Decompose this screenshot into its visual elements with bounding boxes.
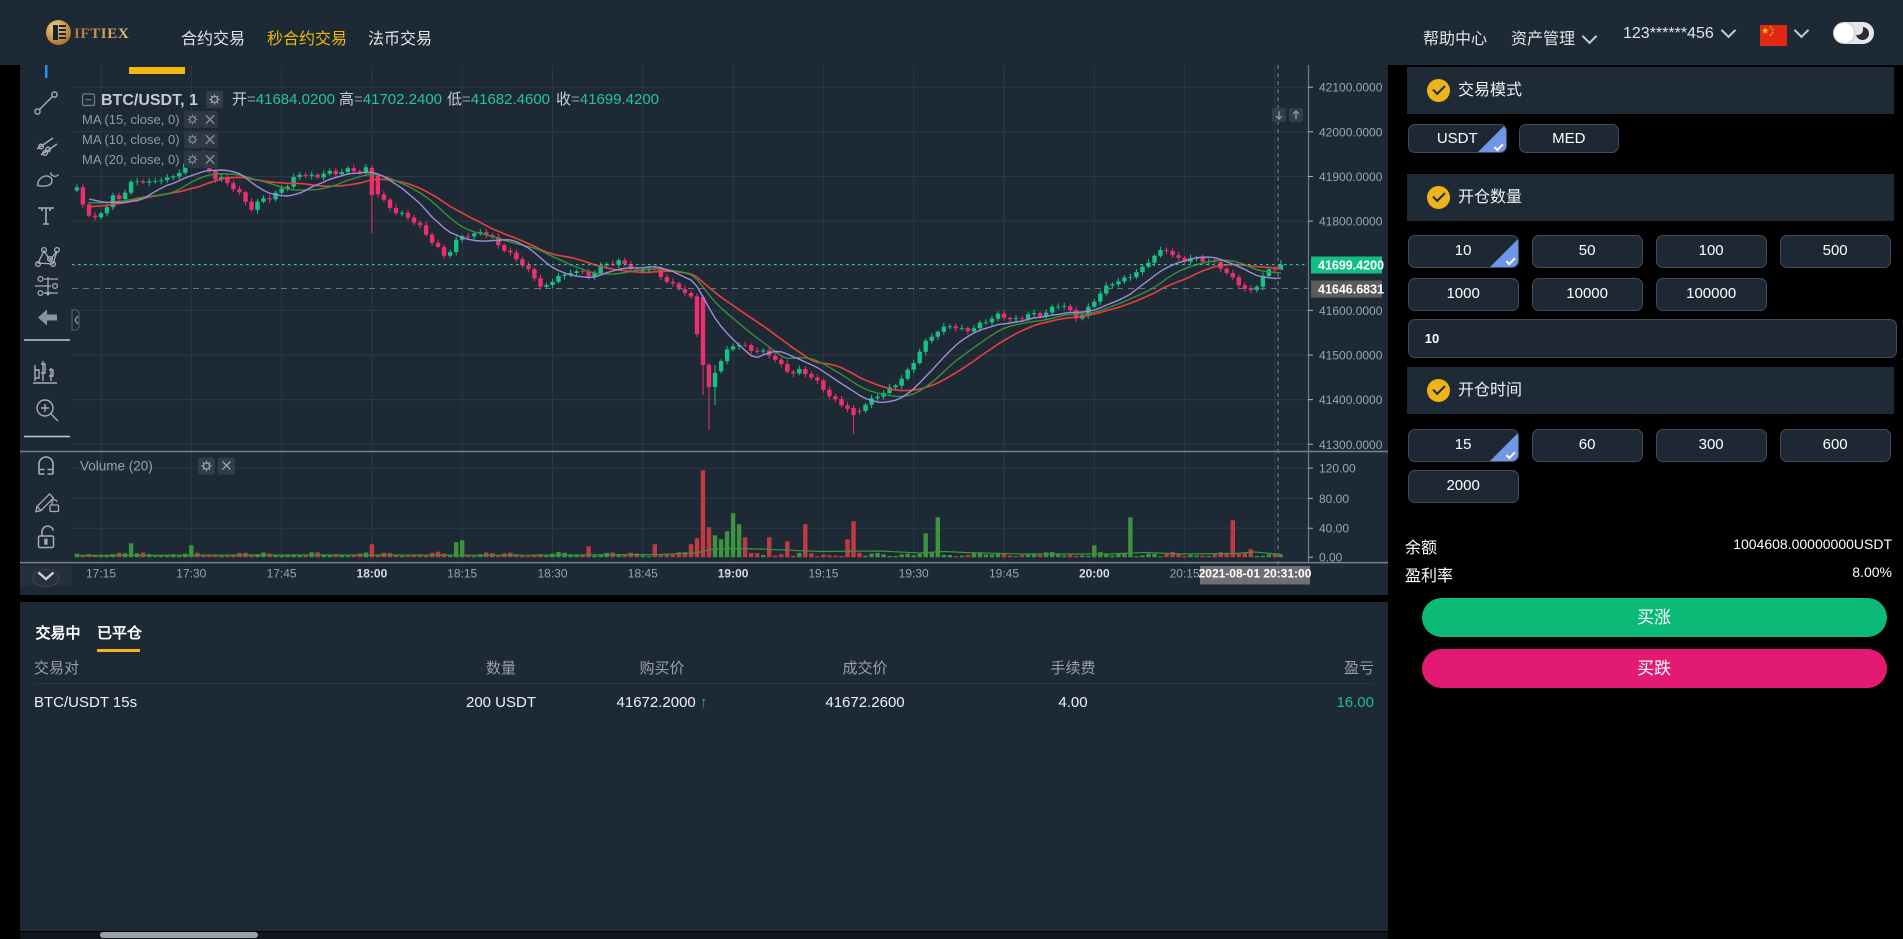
svg-text:41600.0000: 41600.0000 — [1319, 304, 1383, 318]
svg-text:41699.4200: 41699.4200 — [1318, 259, 1384, 273]
svg-text:18:45: 18:45 — [628, 567, 658, 581]
svg-text:MA (15, close, 0): MA (15, close, 0) — [82, 112, 180, 127]
svg-text:高=41702.2400: 高=41702.2400 — [339, 91, 442, 108]
svg-text:17:15: 17:15 — [86, 567, 116, 581]
svg-text:41646.6831: 41646.6831 — [1318, 283, 1384, 297]
svg-text:41900.0000: 41900.0000 — [1319, 170, 1383, 184]
svg-text:2021-08-01 20:31:00: 2021-08-01 20:31:00 — [1199, 567, 1312, 581]
svg-text:18:00: 18:00 — [357, 567, 388, 581]
svg-text:MA (20, close, 0): MA (20, close, 0) — [82, 152, 180, 167]
svg-text:18:30: 18:30 — [537, 567, 567, 581]
svg-text:低=41682.4600: 低=41682.4600 — [447, 91, 550, 108]
svg-text:41400.0000: 41400.0000 — [1319, 393, 1383, 407]
svg-text:19:30: 19:30 — [899, 567, 929, 581]
svg-text:19:15: 19:15 — [808, 567, 838, 581]
svg-text:41300.0000: 41300.0000 — [1319, 438, 1383, 452]
svg-text:19:45: 19:45 — [989, 567, 1019, 581]
svg-text:20:00: 20:00 — [1079, 567, 1110, 581]
svg-text:42100.0000: 42100.0000 — [1319, 81, 1383, 95]
svg-text:17:45: 17:45 — [267, 567, 297, 581]
svg-text:80.00: 80.00 — [1319, 492, 1349, 506]
svg-text:20:15: 20:15 — [1170, 567, 1200, 581]
svg-text:42000.0000: 42000.0000 — [1319, 125, 1383, 139]
svg-text:19:00: 19:00 — [718, 567, 749, 581]
svg-text:18:15: 18:15 — [447, 567, 477, 581]
svg-text:40.00: 40.00 — [1319, 522, 1349, 536]
svg-text:41500.0000: 41500.0000 — [1319, 349, 1383, 363]
svg-text:BTC/USDT, 1: BTC/USDT, 1 — [101, 92, 198, 109]
svg-text:41800.0000: 41800.0000 — [1319, 215, 1383, 229]
svg-text:Volume (20): Volume (20) — [80, 459, 153, 474]
svg-text:0.00: 0.00 — [1319, 551, 1343, 565]
svg-text:收=41699.4200: 收=41699.4200 — [556, 91, 659, 108]
svg-text:120.00: 120.00 — [1319, 462, 1356, 476]
svg-text:17:30: 17:30 — [176, 567, 206, 581]
svg-text:MA (10, close, 0): MA (10, close, 0) — [82, 132, 180, 147]
svg-text:开=41684.0200: 开=41684.0200 — [232, 91, 335, 108]
